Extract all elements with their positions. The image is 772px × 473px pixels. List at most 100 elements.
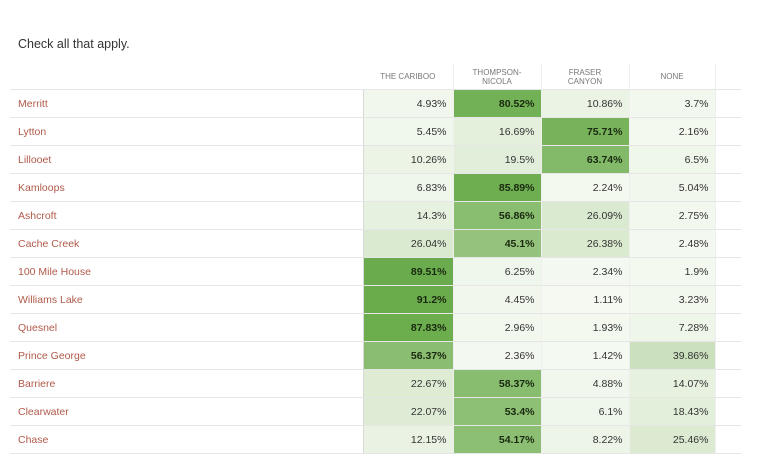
row-label: Kamloops (10, 173, 363, 202)
heatmap-cell: 7.28% (629, 313, 716, 342)
column-header-fraser-canyon: FRASER CANYON (541, 64, 630, 90)
heatmap-cell: 6.1% (541, 397, 630, 426)
heatmap-cell: 14.3% (362, 201, 454, 230)
row-label: Prince George (10, 341, 363, 370)
heatmap-cell: 12.15% (362, 425, 454, 454)
heatmap-cell: 16.69% (453, 117, 542, 146)
heatmap-cell: 1.93% (541, 313, 630, 342)
row-label: Chase (10, 425, 363, 454)
column-header-thompson-nicola: THOMPSON- NICOLA (453, 64, 542, 90)
table-row: Merritt 4.93% 80.52% 10.86% 3.7% (10, 89, 741, 118)
heatmap-cell: 80.52% (453, 89, 542, 118)
heatmap-cell: 22.67% (362, 369, 454, 398)
table-row: Barriere 22.67% 58.37% 4.88% 14.07% (10, 369, 741, 398)
heatmap-cell: 22.07% (362, 397, 454, 426)
table-row: 100 Mile House 89.51% 6.25% 2.34% 1.9% (10, 257, 741, 286)
heatmap-cell: 56.37% (362, 341, 454, 370)
table-row: Chase 12.15% 54.17% 8.22% 25.46% (10, 425, 741, 454)
heatmap-cell: 18.43% (629, 397, 716, 426)
heatmap-cell: 25.46% (629, 425, 716, 454)
row-label: Ashcroft (10, 201, 363, 230)
row-trailing-cell (715, 173, 741, 202)
heatmap-cell: 26.09% (541, 201, 630, 230)
heatmap-cell: 56.86% (453, 201, 542, 230)
heatmap-cell: 1.11% (541, 285, 630, 314)
row-trailing-cell (715, 201, 741, 230)
heatmap-cell: 2.96% (453, 313, 542, 342)
heatmap-cell: 4.93% (362, 89, 454, 118)
table-row: Williams Lake 91.2% 4.45% 1.11% 3.23% (10, 285, 741, 314)
heatmap-cell: 1.42% (541, 341, 630, 370)
heatmap-cell: 2.34% (541, 257, 630, 286)
heatmap-cell: 2.48% (629, 229, 716, 258)
heatmap-cell: 3.7% (629, 89, 716, 118)
heatmap-cell: 91.2% (362, 285, 454, 314)
heatmap-cell: 10.86% (541, 89, 630, 118)
heatmap-cell: 75.71% (541, 117, 630, 146)
heatmap-cell: 2.16% (629, 117, 716, 146)
heatmap-cell: 19.5% (453, 145, 542, 174)
row-label: Lillooet (10, 145, 363, 174)
heatmap-cell: 26.38% (541, 229, 630, 258)
table-row: Kamloops 6.83% 85.89% 2.24% 5.04% (10, 173, 741, 202)
table-row: Lytton 5.45% 16.69% 75.71% 2.16% (10, 117, 741, 146)
header-trailing-cell (715, 64, 741, 90)
row-label: Cache Creek (10, 229, 363, 258)
heatmap-cell: 89.51% (362, 257, 454, 286)
row-trailing-cell (715, 313, 741, 342)
heatmap-cell: 4.88% (541, 369, 630, 398)
row-label: 100 Mile House (10, 257, 363, 286)
table-row: Quesnel 87.83% 2.96% 1.93% 7.28% (10, 313, 741, 342)
heatmap-cell: 53.4% (453, 397, 542, 426)
heatmap-cell: 2.36% (453, 341, 542, 370)
heatmap-cell: 8.22% (541, 425, 630, 454)
heatmap-cell: 6.25% (453, 257, 542, 286)
heatmap-cell: 1.9% (629, 257, 716, 286)
table-row: Lillooet 10.26% 19.5% 63.74% 6.5% (10, 145, 741, 174)
heatmap-cell: 5.45% (362, 117, 454, 146)
heatmap-cell: 3.23% (629, 285, 716, 314)
row-trailing-cell (715, 397, 741, 426)
column-header-the-cariboo: THE CARIBOO (363, 64, 454, 90)
row-label: Lytton (10, 117, 363, 146)
heatmap-cell: 26.04% (362, 229, 454, 258)
results-heatmap-table: THE CARIBOO THOMPSON- NICOLA FRASER CANYON… (10, 64, 741, 454)
heatmap-cell: 85.89% (453, 173, 542, 202)
row-label: Williams Lake (10, 285, 363, 314)
column-header-none: NONE (629, 64, 716, 90)
row-label: Clearwater (10, 397, 363, 426)
table-row: Prince George 56.37% 2.36% 1.42% 39.86% (10, 341, 741, 370)
heatmap-cell: 87.83% (362, 313, 454, 342)
table-row: Clearwater 22.07% 53.4% 6.1% 18.43% (10, 397, 741, 426)
heatmap-cell: 58.37% (453, 369, 542, 398)
row-trailing-cell (715, 229, 741, 258)
row-label: Quesnel (10, 313, 363, 342)
row-trailing-cell (715, 285, 741, 314)
row-label: Barriere (10, 369, 363, 398)
table-row: Ashcroft 14.3% 56.86% 26.09% 2.75% (10, 201, 741, 230)
heatmap-cell: 2.24% (541, 173, 630, 202)
heatmap-cell: 4.45% (453, 285, 542, 314)
header-row: THE CARIBOO THOMPSON- NICOLA FRASER CANYON… (10, 64, 741, 90)
row-trailing-cell (715, 257, 741, 286)
table-row: Cache Creek 26.04% 45.1% 26.38% 2.48% (10, 229, 741, 258)
row-trailing-cell (715, 369, 741, 398)
heatmap-cell: 2.75% (629, 201, 716, 230)
question-instruction: Check all that apply. (18, 37, 130, 51)
header-blank-cell (10, 64, 363, 90)
heatmap-cell: 14.07% (629, 369, 716, 398)
heatmap-cell: 39.86% (629, 341, 716, 370)
heatmap-cell: 10.26% (362, 145, 454, 174)
row-trailing-cell (715, 117, 741, 146)
heatmap-cell: 5.04% (629, 173, 716, 202)
row-trailing-cell (715, 89, 741, 118)
heatmap-cell: 6.83% (362, 173, 454, 202)
heatmap-cell: 6.5% (629, 145, 716, 174)
heatmap-cell: 54.17% (453, 425, 542, 454)
row-trailing-cell (715, 145, 741, 174)
heatmap-cell: 45.1% (453, 229, 542, 258)
row-trailing-cell (715, 341, 741, 370)
row-trailing-cell (715, 425, 741, 454)
row-label: Merritt (10, 89, 363, 118)
heatmap-cell: 63.74% (541, 145, 630, 174)
